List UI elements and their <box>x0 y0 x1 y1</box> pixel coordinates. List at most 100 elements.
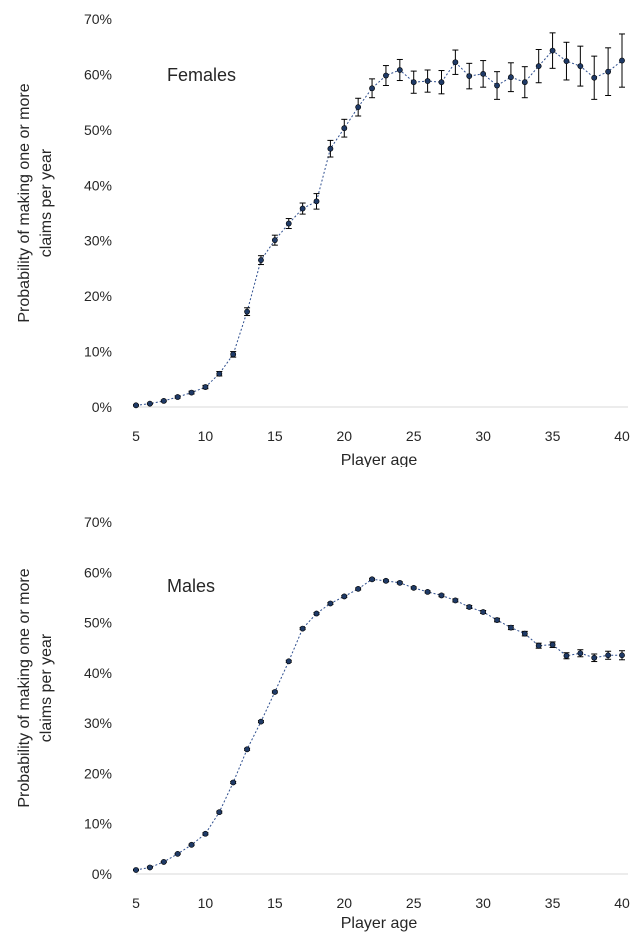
females-x-tick-label: 5 <box>132 428 140 444</box>
females-data-point <box>313 198 320 205</box>
females-data-point <box>577 63 584 70</box>
males-data-point <box>216 809 223 816</box>
chart-females: 0% 10% 20% 30% 40% 50% 60% 70% 5 10 15 20 25 30 35 40 Pl… <box>16 11 630 467</box>
females-data-point <box>341 125 348 132</box>
males-y-tick-label: 50% <box>84 615 112 631</box>
females-data-point <box>299 205 306 212</box>
females-x-tick-label: 20 <box>336 428 352 444</box>
females-data-point <box>535 63 542 70</box>
males-data-point <box>369 576 375 583</box>
males-data-point <box>466 604 473 610</box>
males-data-point <box>271 689 278 695</box>
females-x-tick-label: 40 <box>614 428 630 444</box>
females-data-point <box>133 402 139 409</box>
males-x-axis-title: Player age <box>341 915 418 932</box>
females-data-point <box>410 79 417 86</box>
females-data-point <box>202 384 209 390</box>
males-panel-label: Males <box>167 576 215 596</box>
males-data-point <box>355 585 362 592</box>
males-y-axis-title-line2: claims per year <box>38 633 55 742</box>
males-data-point <box>577 650 584 657</box>
females-data-point <box>216 370 223 377</box>
females-y-tick-label: 20% <box>84 288 112 304</box>
females-y-axis-title-line2: claims per year <box>38 148 55 257</box>
males-data-point <box>605 652 612 659</box>
males-y-tick-label: 10% <box>84 816 112 832</box>
females-data-point <box>369 85 375 92</box>
females-data-point <box>285 220 292 227</box>
males-data-point <box>313 610 320 617</box>
females-data-point <box>480 70 487 77</box>
females-data-point <box>355 104 362 111</box>
females-data-point <box>424 78 431 84</box>
males-x-tick-label: 10 <box>198 895 214 911</box>
females-series-line <box>135 49 623 406</box>
males-y-tick-label: 0% <box>92 866 112 882</box>
males-y-tick-label: 70% <box>84 514 112 530</box>
males-data-point <box>244 746 250 753</box>
males-data-point <box>591 654 598 661</box>
males-data-point <box>452 597 459 604</box>
females-data-point <box>494 82 500 89</box>
females-data-point <box>452 59 459 66</box>
females-data-point <box>146 400 153 407</box>
males-data-point <box>563 652 570 659</box>
females-data-point <box>619 57 625 64</box>
males-data-point <box>133 867 139 873</box>
females-data-point <box>605 68 612 75</box>
females-y-tick-label: 10% <box>84 344 112 360</box>
females-y-tick-label: 0% <box>92 399 112 415</box>
males-data-point <box>410 584 417 591</box>
females-data-point <box>591 74 598 81</box>
females-y-tick-label: 50% <box>84 122 112 138</box>
males-data-point <box>230 779 237 786</box>
females-y-tick-label: 60% <box>84 66 112 82</box>
females-data-point <box>174 394 181 400</box>
females-x-tick-label: 15 <box>267 428 283 444</box>
females-x-tick-label: 25 <box>406 428 422 444</box>
males-data-point <box>521 630 528 637</box>
males-y-axis-title-line1: Probability of making one or more <box>16 568 33 807</box>
males-data-point <box>202 830 209 837</box>
females-data-point <box>466 73 473 79</box>
females-y-tick-label: 40% <box>84 177 112 193</box>
males-series-line <box>135 578 622 871</box>
males-x-tick-label: 5 <box>132 895 140 911</box>
males-data-point <box>396 579 403 586</box>
males-x-tick-label: 15 <box>267 895 283 911</box>
males-x-tick-label: 40 <box>614 895 630 911</box>
males-data-point <box>258 718 264 725</box>
males-y-tick-label: 40% <box>84 665 112 681</box>
males-data-point <box>146 864 153 871</box>
males-y-tick-label: 60% <box>84 564 112 580</box>
males-y-tick-label: 30% <box>84 715 112 731</box>
males-data-point <box>438 592 445 599</box>
males-data-point <box>174 850 181 857</box>
males-data-point <box>188 841 195 848</box>
males-data-point <box>341 593 348 600</box>
females-data-point <box>521 79 528 86</box>
females-data-point <box>396 67 403 73</box>
females-data-point <box>563 58 570 65</box>
males-x-tick-label: 25 <box>406 895 422 911</box>
males-data-point <box>383 577 389 584</box>
males-data-point <box>535 642 542 649</box>
females-y-axis-title-line1: Probability of making one or more <box>16 83 33 322</box>
females-data-point <box>244 308 250 315</box>
females-y-tick-label: 70% <box>84 11 112 27</box>
females-data-point <box>549 47 556 54</box>
males-data-point <box>285 658 292 665</box>
females-data-point <box>508 74 514 81</box>
females-x-tick-label: 10 <box>198 428 214 444</box>
females-data-point <box>160 398 167 404</box>
males-data-point <box>508 624 514 631</box>
females-panel-label: Females <box>167 65 236 85</box>
males-data-point <box>327 600 334 607</box>
females-data-point <box>271 237 278 244</box>
females-data-point <box>438 79 445 86</box>
females-data-point <box>327 145 334 152</box>
males-data-point <box>424 588 431 595</box>
males-data-point <box>619 652 625 659</box>
females-y-tick-label: 30% <box>84 233 112 249</box>
